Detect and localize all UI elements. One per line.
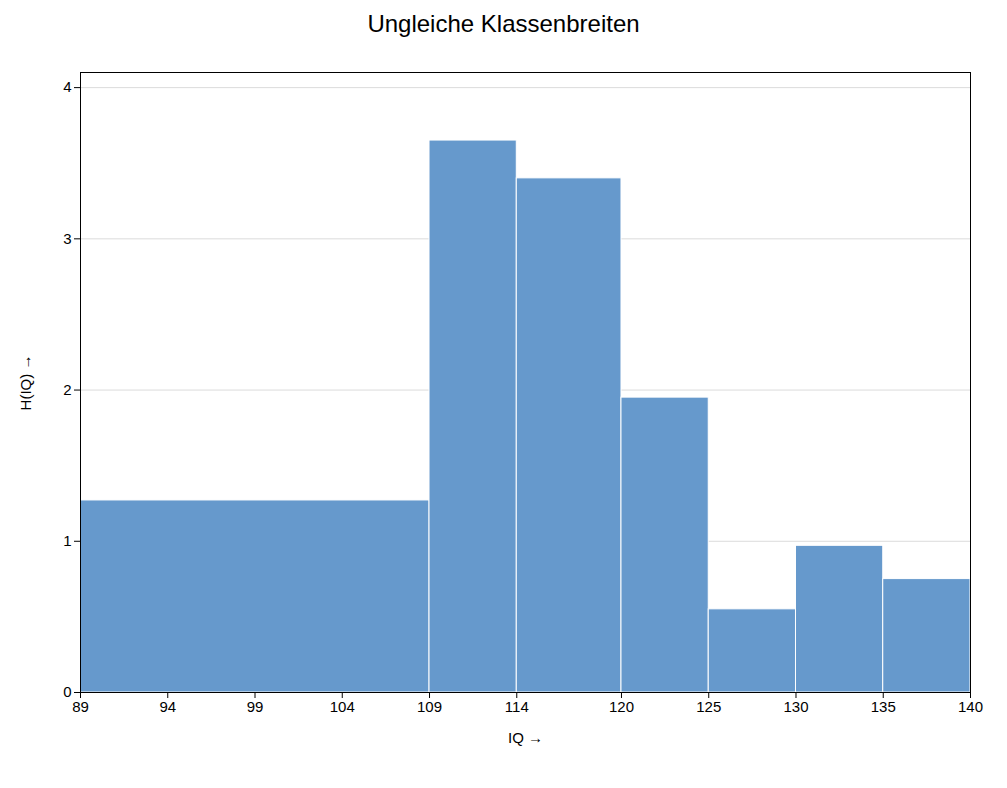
svg-text:1: 1 bbox=[63, 532, 71, 549]
svg-text:109: 109 bbox=[417, 698, 442, 715]
svg-text:120: 120 bbox=[609, 698, 634, 715]
svg-text:H(IQ) →: H(IQ) → bbox=[17, 355, 34, 411]
svg-text:3: 3 bbox=[63, 230, 71, 247]
svg-text:99: 99 bbox=[247, 698, 264, 715]
svg-text:IQ →: IQ → bbox=[508, 729, 543, 746]
svg-text:104: 104 bbox=[330, 698, 355, 715]
html-text:Ungleiche Klassenbreiten: Ungleiche Klassenbreiten bbox=[367, 10, 640, 37]
svg-text:125: 125 bbox=[696, 698, 721, 715]
svg-text:89: 89 bbox=[72, 698, 89, 715]
svg-text:140: 140 bbox=[958, 698, 983, 715]
svg-text:114: 114 bbox=[505, 698, 529, 715]
svg-text:4: 4 bbox=[63, 78, 71, 95]
svg-text:94: 94 bbox=[159, 698, 176, 715]
svg-text:2: 2 bbox=[63, 381, 71, 398]
svg-text:135: 135 bbox=[871, 698, 896, 715]
svg-text:0: 0 bbox=[63, 683, 71, 700]
svg-text:130: 130 bbox=[783, 698, 808, 715]
